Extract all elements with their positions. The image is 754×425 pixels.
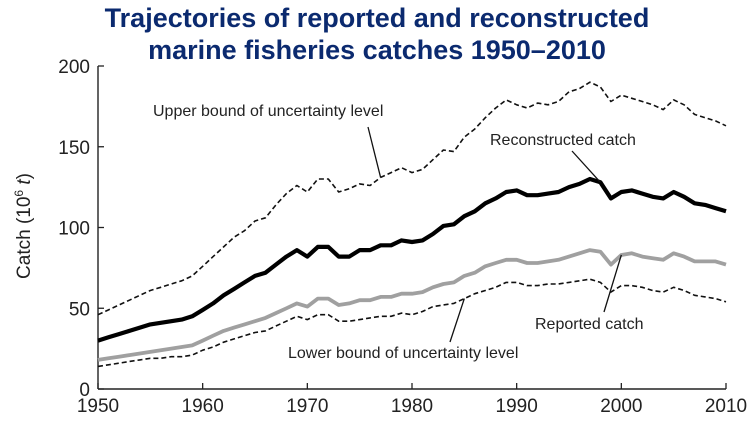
x-tick-label: 1990 (496, 396, 538, 417)
series-line-lower (97, 278, 727, 368)
x-tick-label: 1960 (182, 396, 224, 417)
y-axis-label-main: Catch (10 (14, 197, 35, 279)
x-tick-label: 2010 (705, 396, 747, 417)
chart-title-line-2: marine fisheries catches 1950–2010 (148, 35, 606, 65)
y-tick-label: 50 (69, 299, 90, 320)
chart-title-line-1: Trajectories of reported and reconstruct… (104, 3, 650, 33)
y-axis-label-unit: t (14, 179, 35, 185)
annotation-reported-catch: Reported catch (535, 316, 644, 333)
x-tick-label: 1980 (391, 396, 433, 417)
x-tick-label: 2000 (600, 396, 642, 417)
y-axis-label: Catch (106 t) (12, 173, 35, 279)
series-line-upper (97, 81, 727, 316)
y-axis-label-close: ) (14, 173, 35, 179)
leader-reported-catch (603, 254, 622, 313)
y-tick-label: 100 (58, 219, 90, 240)
leader-lower-bound (449, 298, 465, 343)
y-tick-label: 0 (79, 380, 90, 401)
annotation-reconstructed-catch: Reconstructed catch (490, 132, 636, 149)
y-axis-label-exponent: 6 (12, 190, 26, 197)
annotation-lower-bound: Lower bound of uncertainty level (288, 345, 518, 362)
series-line-reported (97, 248, 727, 362)
leader-reconstructed-catch (571, 150, 601, 183)
leader-upper-bound (367, 126, 382, 178)
x-tick-label: 1970 (286, 396, 328, 417)
y-tick-label: 150 (58, 138, 90, 159)
x-tick-label: 1950 (77, 396, 119, 417)
annotation-upper-bound: Upper bound of uncertainty level (153, 103, 383, 120)
annotation-layer: Upper bound of uncertainty level Reconst… (153, 103, 644, 362)
ticks: 1950 1960 1970 1980 1990 2000 2010 0 50 100 150 200 (58, 57, 747, 417)
series-line-reconstructed (97, 176, 727, 343)
y-tick-label: 200 (58, 57, 90, 78)
chart-title: Trajectories of reported and reconstruct… (0, 2, 754, 66)
